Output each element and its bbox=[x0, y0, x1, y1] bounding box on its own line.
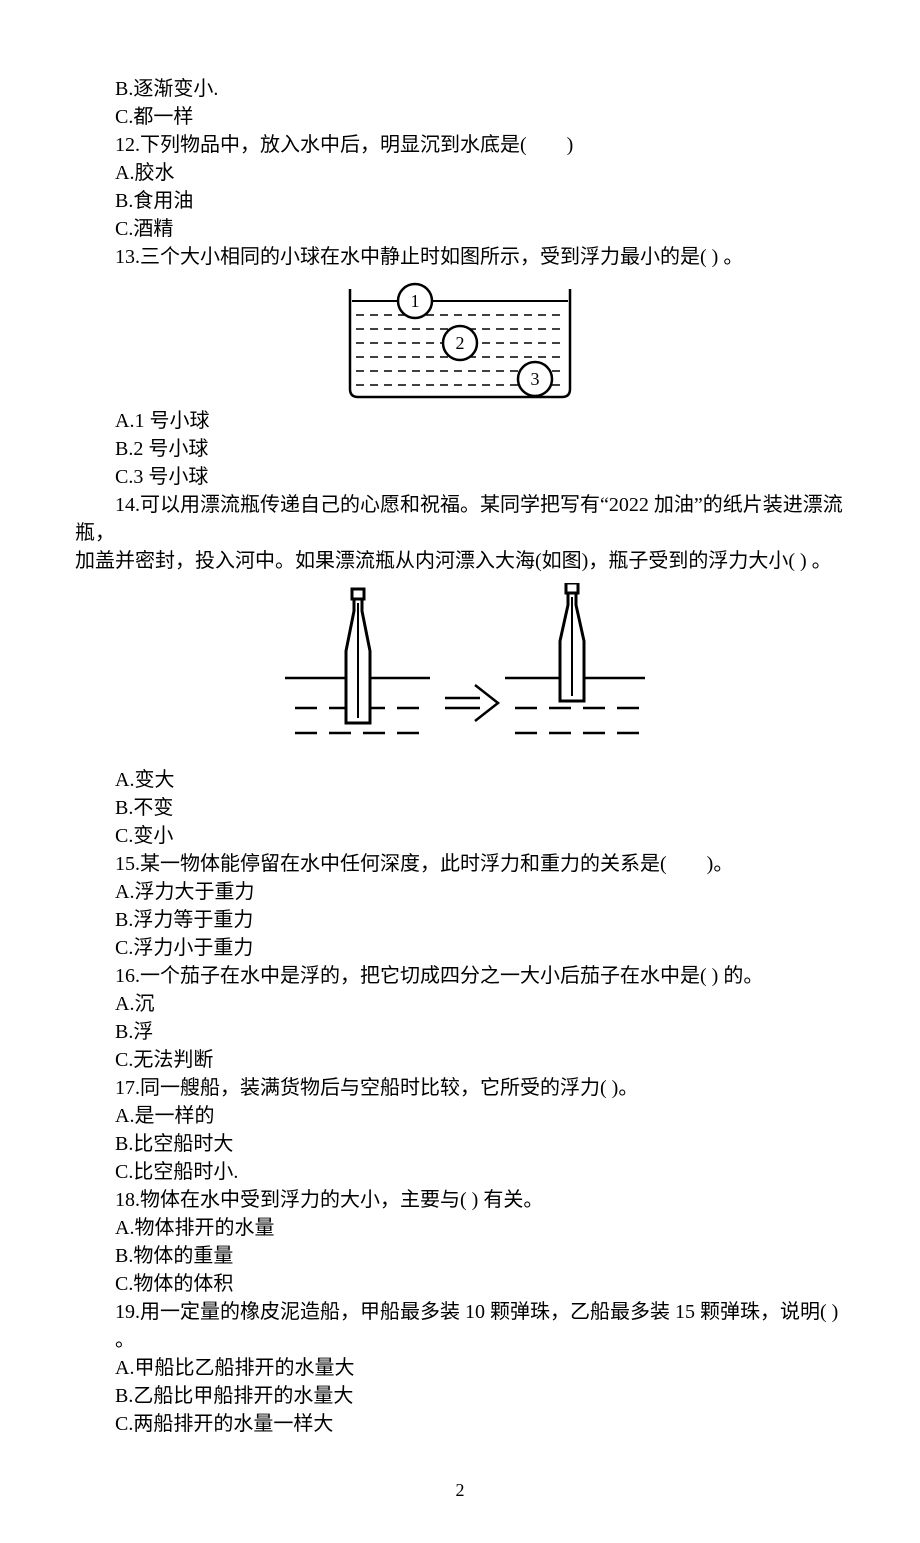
q13-stem: 13.三个大小相同的小球在水中静止时如图所示，受到浮力最小的是( ) 。 bbox=[75, 243, 845, 271]
drift-bottle-icon bbox=[270, 583, 650, 758]
q18-stem: 18.物体在水中受到浮力的大小，主要与( ) 有关。 bbox=[75, 1186, 845, 1214]
q13-figure: 1 2 3 bbox=[75, 279, 845, 399]
ball-1-label: 1 bbox=[411, 291, 420, 311]
ball-3-label: 3 bbox=[531, 369, 540, 389]
page: B.逐渐变小. C.都一样 12.下列物品中，放入水中后，明显沉到水底是( ) … bbox=[0, 0, 920, 1543]
q19-stem: 19.用一定量的橡皮泥造船，甲船最多装 10 颗弹珠，乙船最多装 15 颗弹珠，… bbox=[75, 1298, 845, 1354]
q14-stem-line2: 加盖并密封，投入河中。如果漂流瓶从内河漂入大海(如图)，瓶子受到的浮力大小( )… bbox=[75, 547, 845, 575]
q17-stem: 17.同一艘船，装满货物后与空船时比较，它所受的浮力( )。 bbox=[75, 1074, 845, 1102]
q14-option-b: B.不变 bbox=[75, 794, 845, 822]
q15-option-c: C.浮力小于重力 bbox=[75, 934, 845, 962]
q18-option-c: C.物体的体积 bbox=[75, 1270, 845, 1298]
page-number: 2 bbox=[75, 1478, 845, 1503]
q12-option-c: C.酒精 bbox=[75, 215, 845, 243]
q18-option-a: A.物体排开的水量 bbox=[75, 1214, 845, 1242]
q14-figure bbox=[75, 583, 845, 758]
q17-option-b: B.比空船时大 bbox=[75, 1130, 845, 1158]
q15-option-a: A.浮力大于重力 bbox=[75, 878, 845, 906]
q12-option-b: B.食用油 bbox=[75, 187, 845, 215]
q19-option-a: A.甲船比乙船排开的水量大 bbox=[75, 1354, 845, 1382]
q17-option-c: C.比空船时小. bbox=[75, 1158, 845, 1186]
q14-stem-line1: 14.可以用漂流瓶传递自己的心愿和祝福。某同学把写有“2022 加油”的纸片装进… bbox=[75, 491, 845, 547]
q11-option-b: B.逐渐变小. bbox=[75, 75, 845, 103]
q16-option-b: B.浮 bbox=[75, 1018, 845, 1046]
q19-option-c: C.两船排开的水量一样大 bbox=[75, 1410, 845, 1438]
q17-option-a: A.是一样的 bbox=[75, 1102, 845, 1130]
q16-option-a: A.沉 bbox=[75, 990, 845, 1018]
q13-option-a: A.1 号小球 bbox=[75, 407, 845, 435]
q16-stem: 16.一个茄子在水中是浮的，把它切成四分之一大小后茄子在水中是( ) 的。 bbox=[75, 962, 845, 990]
ball-2-label: 2 bbox=[456, 333, 465, 353]
q13-option-c: C.3 号小球 bbox=[75, 463, 845, 491]
q16-option-c: C.无法判断 bbox=[75, 1046, 845, 1074]
q11-option-c: C.都一样 bbox=[75, 103, 845, 131]
q13-option-b: B.2 号小球 bbox=[75, 435, 845, 463]
q15-option-b: B.浮力等于重力 bbox=[75, 906, 845, 934]
q19-option-b: B.乙船比甲船排开的水量大 bbox=[75, 1382, 845, 1410]
q14-option-a: A.变大 bbox=[75, 766, 845, 794]
q12-stem: 12.下列物品中，放入水中后，明显沉到水底是( ) bbox=[75, 131, 845, 159]
q15-stem: 15.某一物体能停留在水中任何深度，此时浮力和重力的关系是( )。 bbox=[75, 850, 845, 878]
q18-option-b: B.物体的重量 bbox=[75, 1242, 845, 1270]
q12-option-a: A.胶水 bbox=[75, 159, 845, 187]
balls-in-water-icon: 1 2 3 bbox=[340, 279, 580, 399]
q14-option-c: C.变小 bbox=[75, 822, 845, 850]
